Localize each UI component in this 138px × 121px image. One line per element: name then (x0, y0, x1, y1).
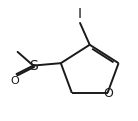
Text: O: O (11, 76, 19, 86)
Text: I: I (78, 7, 82, 21)
Text: O: O (103, 87, 113, 100)
Text: S: S (29, 59, 38, 73)
